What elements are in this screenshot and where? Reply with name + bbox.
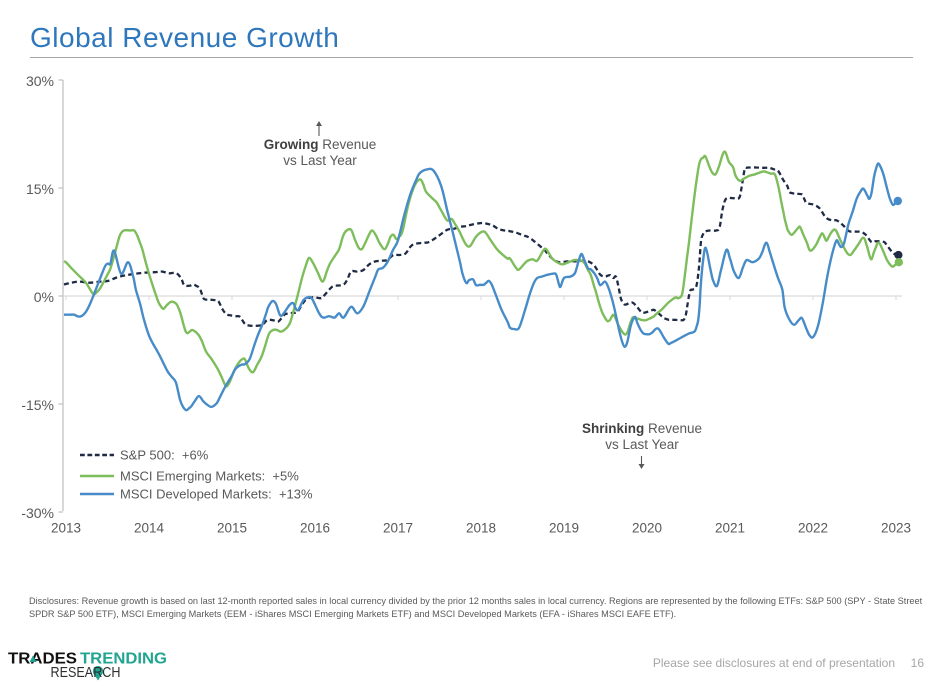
svg-text:MSCI Developed Markets: +13%: MSCI Developed Markets: +13%	[120, 487, 313, 502]
svg-text:2020: 2020	[632, 521, 662, 536]
svg-text:15%: 15%	[26, 181, 54, 197]
svg-text:0%: 0%	[34, 289, 54, 305]
svg-text:TRENDING: TRENDING	[80, 651, 167, 668]
svg-text:2022: 2022	[798, 521, 828, 536]
svg-text:2021: 2021	[715, 521, 745, 536]
svg-text:2019: 2019	[549, 521, 579, 536]
svg-text:RESEARCH: RESEARCH	[51, 664, 121, 681]
svg-text:-15%: -15%	[21, 397, 54, 413]
svg-text:TRADES: TRADES	[8, 651, 77, 668]
svg-text:vs Last Year: vs Last Year	[283, 153, 357, 168]
svg-text:MSCI Emerging Markets: +5%: MSCI Emerging Markets: +5%	[120, 469, 299, 484]
svg-text:2023: 2023	[881, 521, 911, 536]
svg-text:2014: 2014	[134, 521, 165, 536]
svg-text:2015: 2015	[217, 521, 247, 536]
svg-text:Shrinking Revenue: Shrinking Revenue	[582, 421, 702, 436]
svg-text:2016: 2016	[300, 521, 330, 536]
svg-text:-30%: -30%	[21, 505, 54, 521]
svg-text:2017: 2017	[383, 521, 413, 536]
svg-text:vs Last Year: vs Last Year	[605, 437, 679, 452]
svg-text:2013: 2013	[51, 521, 81, 536]
svg-text:2018: 2018	[466, 521, 496, 536]
svg-text:Growing Revenue: Growing Revenue	[264, 137, 377, 152]
svg-text:30%: 30%	[26, 73, 54, 89]
svg-text:S&P 500: +6%: S&P 500: +6%	[120, 448, 209, 463]
